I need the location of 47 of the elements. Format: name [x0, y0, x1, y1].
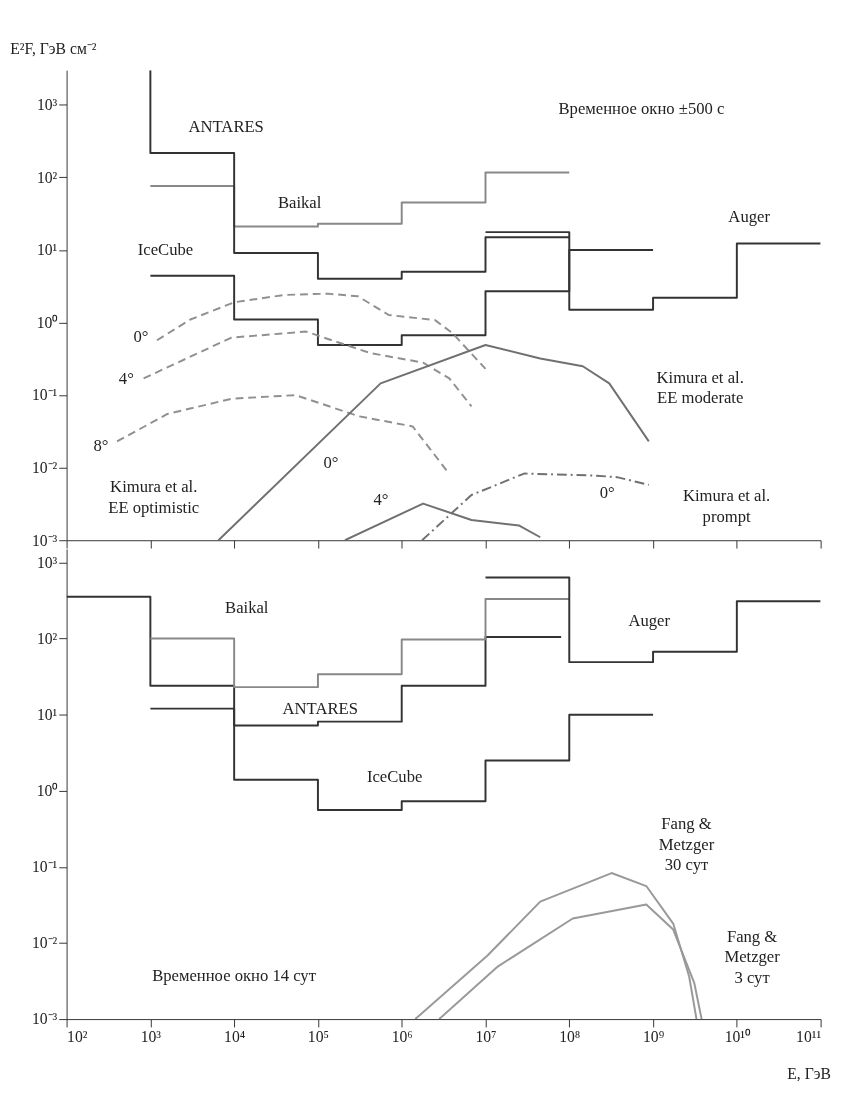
- series-label: ANTARES: [188, 116, 264, 136]
- x-tick-label: 10¹⁰: [724, 1028, 751, 1046]
- x-tick-label: 10³: [140, 1028, 162, 1046]
- y-tick-label: 10⁻³: [31, 531, 58, 549]
- x-axis-title: E, ГэВ: [787, 1065, 831, 1083]
- y-tick-label: 10⁻¹: [31, 386, 58, 404]
- series-label: IceCube: [137, 240, 194, 260]
- series-label: 4°: [118, 368, 134, 388]
- x-tick-label: 10¹¹: [796, 1028, 822, 1046]
- x-tick-label: 10⁹: [642, 1028, 665, 1046]
- x-tick-label: 10⁶: [391, 1028, 413, 1046]
- series-label: Auger: [628, 611, 671, 631]
- series-label: 4°: [373, 489, 389, 509]
- series-label: 0°: [323, 452, 339, 472]
- y-tick-label: 10⁰: [36, 313, 59, 331]
- y-tick-label: 10⁻²: [31, 459, 58, 477]
- y-tick-label: 10⁻¹: [31, 858, 58, 876]
- series-label: Baikal: [225, 597, 269, 617]
- y-tick-label: 10⁻²: [31, 934, 58, 952]
- y-axis-title: E²F, ГэВ см⁻²: [10, 40, 97, 58]
- series-label: Auger: [728, 206, 771, 226]
- y-tick-label: 10⁻³: [31, 1010, 58, 1028]
- series-label: 8°: [93, 436, 109, 456]
- y-tick-label: 10²: [36, 629, 58, 647]
- annotation: Временное окно ±500 с: [558, 99, 725, 119]
- x-tick-label: 10²: [67, 1028, 88, 1046]
- x-tick-label: 10⁸: [559, 1028, 581, 1046]
- series-label: 0°: [133, 327, 149, 347]
- x-tick-label: 10⁴: [224, 1028, 246, 1046]
- annotation: Kimura et al. EE moderate: [656, 367, 744, 408]
- series-label: Fang & Metzger 3 сут: [724, 926, 781, 987]
- y-tick-label: 10¹: [36, 706, 58, 724]
- y-tick-label: 10¹: [36, 241, 58, 259]
- annotation: Kimura et al. prompt: [682, 486, 771, 526]
- x-tick-label: 10⁷: [475, 1028, 497, 1046]
- y-tick-label: 10³: [36, 553, 58, 571]
- y-tick-label: 10⁰: [36, 782, 59, 800]
- x-tick-label: 10⁵: [307, 1028, 329, 1046]
- series-label: IceCube: [366, 767, 423, 787]
- y-tick-label: 10²: [36, 168, 58, 186]
- series-label: 0°: [599, 483, 615, 503]
- annotation: Временное окно 14 сут: [152, 965, 317, 985]
- annotation: Kimura et al. EE optimistic: [108, 477, 200, 517]
- series-label: Fang & Metzger 30 сут: [658, 814, 715, 875]
- series-label: Baikal: [277, 193, 322, 213]
- y-tick-label: 10³: [36, 96, 58, 114]
- series-label: ANTARES: [282, 698, 358, 718]
